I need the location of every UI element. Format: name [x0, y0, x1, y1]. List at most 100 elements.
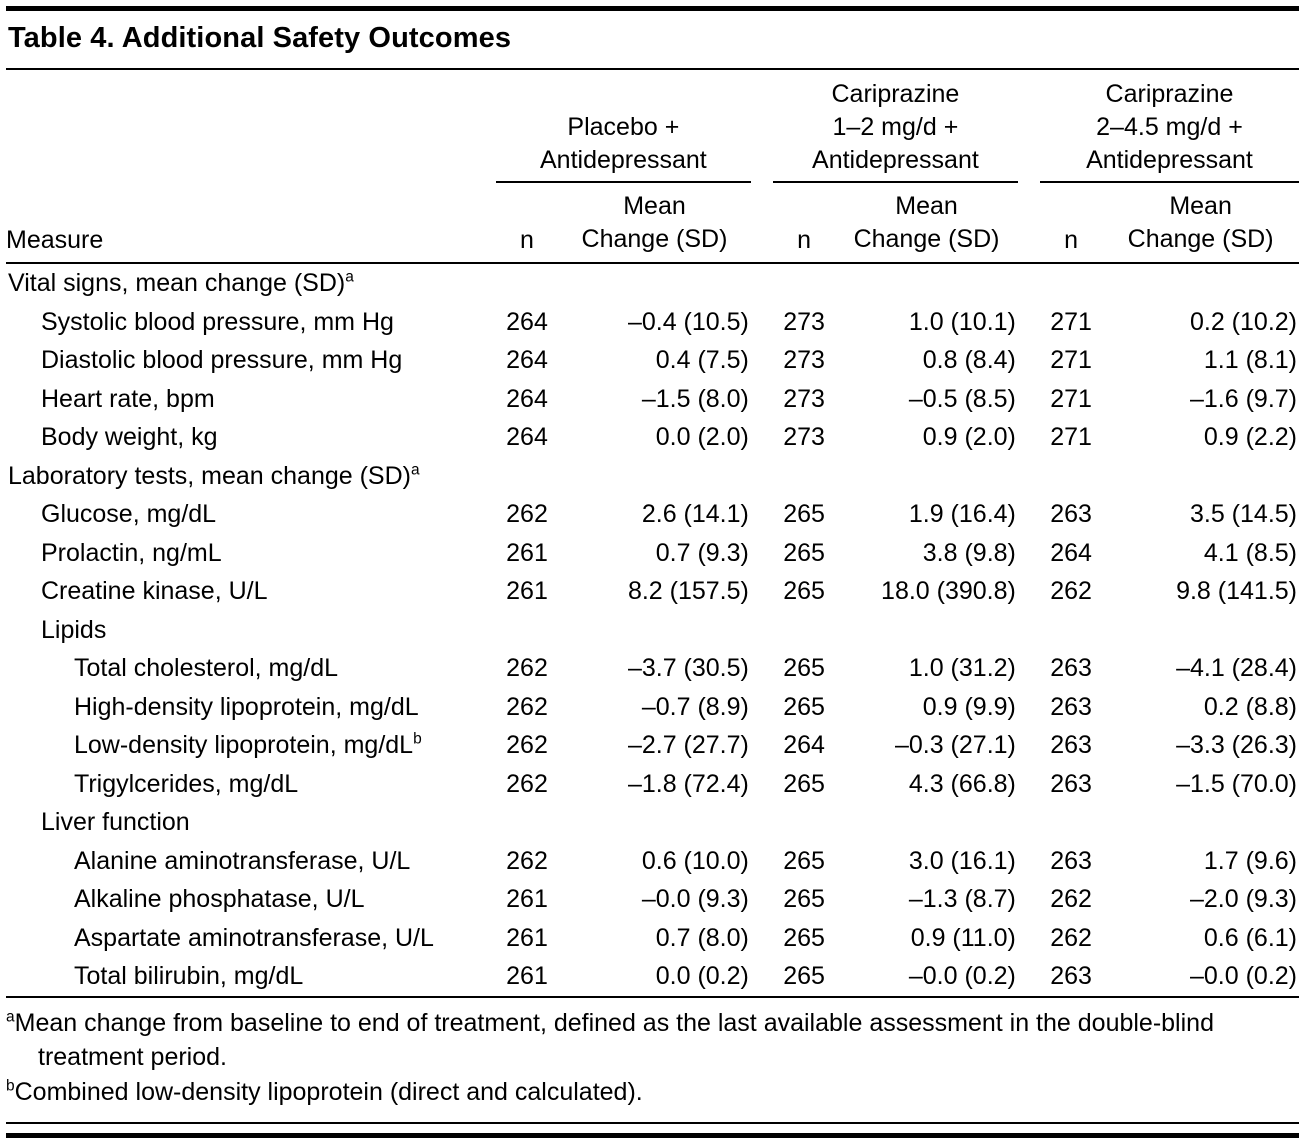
measure-label: Body weight, kg — [41, 423, 218, 451]
n-column-header: n — [772, 183, 836, 264]
table-row: Total bilirubin, mg/dL 261 0.0 (0.2) 265 –0.… — [6, 957, 1299, 997]
mean-change-value: 1.0 (31.2) — [908, 654, 1016, 682]
footnote-reference: a — [345, 268, 354, 286]
mean-change-value: –0.0 (9.3) — [641, 885, 749, 913]
n-value: 263 — [1050, 500, 1092, 528]
n-value: 261 — [506, 923, 548, 952]
mean-change-value: –0.5 (8.5) — [908, 384, 1016, 413]
mean-change-value: 0.8 (8.4) — [922, 346, 1016, 374]
column-gap — [1018, 380, 1040, 419]
table-row: Prolactin, ng/mL 261 0.7 (9.3) 265 3.8 (9.8)… — [6, 534, 1299, 573]
mean-change-value: –0.3 (27.1) — [894, 731, 1016, 759]
footnotes: aMean change from baseline to end of tre… — [6, 998, 1299, 1122]
mean-change-column-header: Mean Change (SD) — [558, 183, 751, 264]
mean-change-value: 1.0 (10.1) — [908, 307, 1016, 336]
n-value: 263 — [1050, 962, 1092, 990]
measure-label: Heart rate, bpm — [41, 384, 215, 413]
table-row: Low-density lipoprotein, mg/dLb 262 –2.7 (… — [6, 726, 1299, 765]
footnote-a: aMean change from baseline to end of tre… — [6, 1006, 1297, 1074]
mean-change-value: 0.4 (7.5) — [655, 346, 749, 374]
table-row: Glucose, mg/dL 262 2.6 (14.1) 265 1.9 (16.4)… — [6, 495, 1299, 534]
n-column-header: n — [495, 183, 559, 264]
measure-label: Total cholesterol, mg/dL — [74, 654, 339, 682]
column-gap — [1018, 726, 1040, 765]
n-value: 262 — [1050, 885, 1092, 913]
mean-change-value: 9.8 (141.5) — [1176, 577, 1297, 605]
mean-change-value: 3.5 (14.5) — [1189, 500, 1297, 528]
n-value: 265 — [783, 500, 825, 528]
column-gap — [751, 534, 773, 573]
n-value: 261 — [506, 577, 548, 605]
column-gap — [751, 341, 773, 380]
mean-change-value: –1.6 (9.7) — [1189, 384, 1297, 413]
section-label: Liver function — [41, 808, 190, 836]
n-value: 261 — [506, 885, 548, 913]
mean-change-value: –1.8 (72.4) — [627, 769, 749, 798]
n-value: 263 — [1050, 846, 1092, 875]
page: Table 4. Additional Safety Outcomes Plac… — [0, 6, 1305, 1138]
mean-change-value: 0.0 (2.0) — [655, 423, 749, 451]
column-gap — [1018, 842, 1040, 881]
n-value: 262 — [506, 769, 548, 798]
table-bottom-thick-rule — [6, 1132, 1299, 1138]
table-row: Body weight, kg 264 0.0 (2.0) 273 0.9 (2.0) 2… — [6, 418, 1299, 457]
n-value: 264 — [506, 307, 548, 336]
n-value: 262 — [506, 654, 548, 682]
section-label: Lipids — [41, 615, 107, 644]
n-value: 271 — [1050, 384, 1092, 413]
mean-change-value: 0.6 (10.0) — [641, 846, 749, 875]
mean-change-column-header: Mean Change (SD) — [1102, 183, 1299, 264]
group-header-cariprazine-low: Cariprazine 1–2 mg/d + Antidepressant — [772, 78, 1018, 183]
n-value: 261 — [506, 962, 548, 990]
mean-change-value: –0.4 (10.5) — [627, 307, 749, 336]
measure-column-header: Measure — [6, 183, 496, 264]
column-group-row: Placebo + Antidepressant Cariprazine 1–2… — [6, 78, 1299, 183]
mean-change-value: 1.7 (9.6) — [1203, 846, 1297, 875]
measure-label: Aspartate aminotransferase, U/L — [74, 923, 434, 952]
mean-change-value: 0.9 (11.0) — [910, 923, 1016, 952]
n-value: 262 — [506, 500, 548, 528]
table-header: Placebo + Antidepressant Cariprazine 1–2… — [6, 78, 1299, 264]
table-body: Vital signs, mean change (SD)a Systolic b… — [6, 263, 1299, 997]
group-header-spacer — [6, 78, 496, 183]
footnote-b-text: Combined low-density lipoprotein (direct… — [14, 1077, 643, 1106]
n-value: 264 — [506, 384, 548, 413]
table-top-rule — [6, 6, 1299, 11]
measure-label: Alanine aminotransferase, U/L — [74, 846, 411, 875]
n-value: 263 — [1050, 731, 1092, 759]
measure-label: Glucose, mg/dL — [41, 500, 217, 528]
footnote-reference: b — [413, 730, 422, 748]
column-gap — [751, 380, 773, 419]
mean-change-value: –0.7 (8.9) — [641, 692, 749, 721]
column-gap — [751, 78, 773, 183]
mean-change-value: 0.9 (2.0) — [922, 423, 1016, 451]
mean-change-value: –4.1 (28.4) — [1176, 654, 1297, 682]
column-gap — [1018, 341, 1040, 380]
n-value: 261 — [506, 538, 548, 567]
section-row: Vital signs, mean change (SD)a — [6, 263, 1299, 303]
group-header-placebo: Placebo + Antidepressant — [495, 78, 751, 183]
column-gap — [1018, 649, 1040, 688]
n-value: 273 — [783, 384, 825, 413]
measure-label: Total bilirubin, mg/dL — [74, 962, 304, 990]
n-value: 264 — [783, 731, 825, 759]
table-row: Alkaline phosphatase, U/L 261 –0.0 (9.3) 26… — [6, 880, 1299, 919]
section-row: Laboratory tests, mean change (SD)a — [6, 457, 1299, 496]
mean-change-value: –2.7 (27.7) — [627, 731, 749, 759]
n-value: 265 — [783, 923, 825, 952]
mean-change-value: 8.2 (157.5) — [627, 577, 749, 605]
table-row: Aspartate aminotransferase, U/L 261 0.7 (8… — [6, 919, 1299, 958]
column-gap — [751, 303, 773, 342]
measure-label: Trigylcerides, mg/dL — [74, 769, 299, 798]
column-gap — [751, 572, 773, 611]
measure-label: Creatine kinase, U/L — [41, 577, 268, 605]
n-value: 265 — [783, 962, 825, 990]
column-gap — [1018, 919, 1040, 958]
column-gap — [1018, 957, 1040, 997]
mean-change-value: 3.0 (16.1) — [908, 846, 1016, 875]
n-value: 264 — [506, 346, 548, 374]
column-header-row: Measure n Mean Change (SD) n Mean Change… — [6, 183, 1299, 264]
mean-change-value: 0.7 (8.0) — [655, 923, 749, 952]
table-row: Heart rate, bpm 264 –1.5 (8.0) 273 –0.5 (8.5… — [6, 380, 1299, 419]
mean-change-value: 0.6 (6.1) — [1203, 923, 1297, 952]
